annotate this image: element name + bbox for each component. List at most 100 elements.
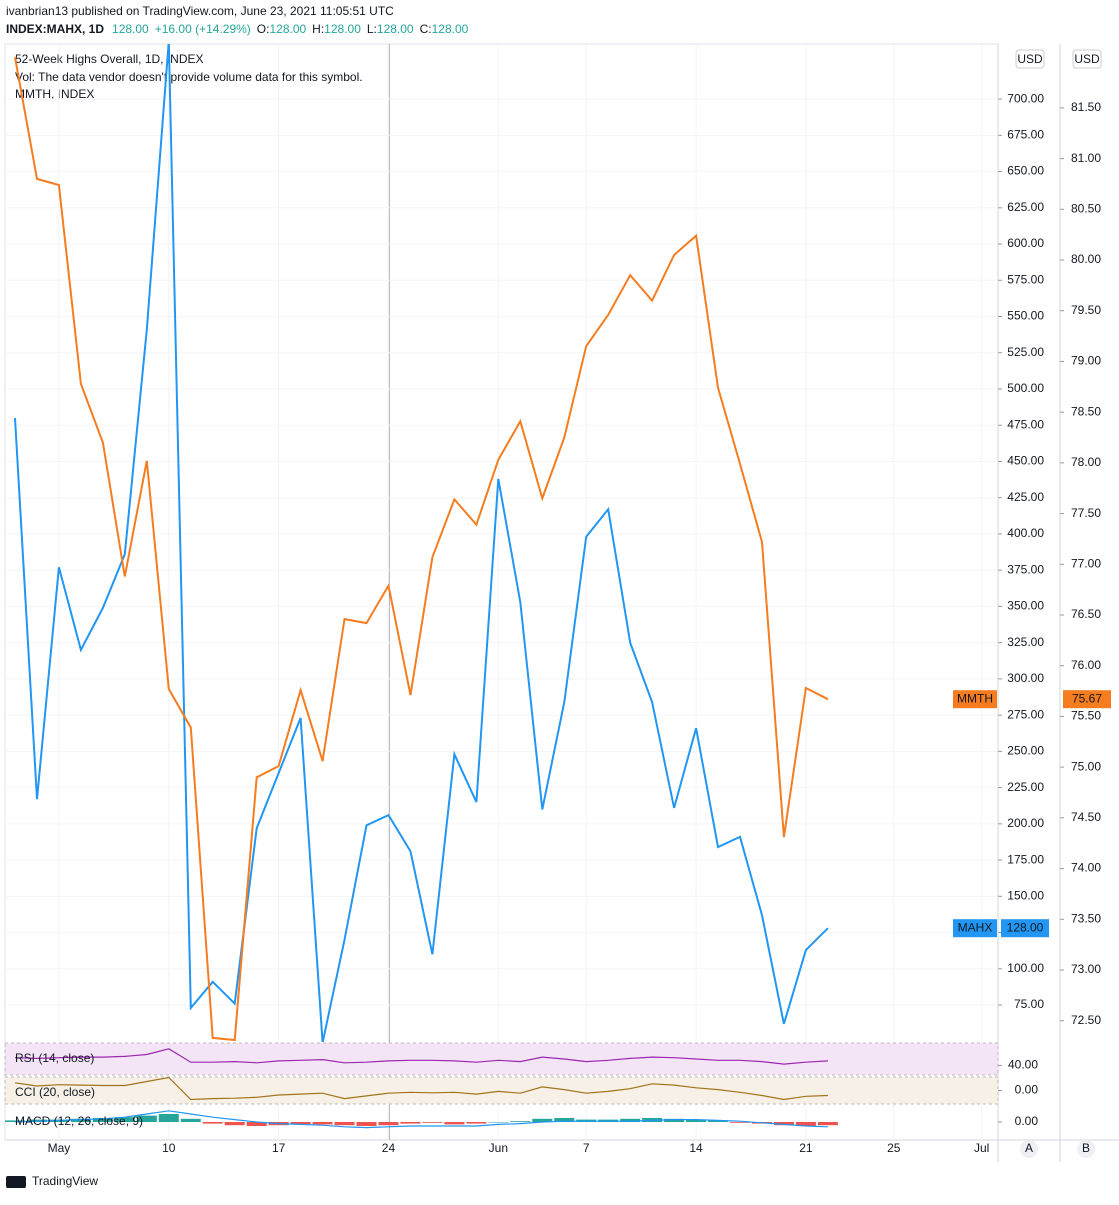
y-tick-label: 275.00 <box>1007 707 1044 721</box>
y2-tick-label: 80.50 <box>1071 201 1101 215</box>
scale-button-label: B <box>1082 1141 1090 1155</box>
price-tag-value-box <box>1001 919 1049 938</box>
indicator-line <box>14 1048 828 1065</box>
y-tick-label: 600.00 <box>1007 236 1044 250</box>
price-tag-value-box <box>1063 690 1111 709</box>
series-line <box>14 57 829 1042</box>
pane-tick-label: 0.00 <box>1015 1114 1039 1128</box>
symbol: INDEX:MAHX, 1D <box>6 22 104 36</box>
indicator-line <box>14 1110 828 1129</box>
ohlc-key: O: <box>257 22 270 36</box>
y2-tick-label: 72.50 <box>1071 1013 1101 1027</box>
y-tick-label: 150.00 <box>1007 888 1044 902</box>
scale-button[interactable] <box>1077 1140 1095 1158</box>
histogram-bar <box>224 1122 245 1126</box>
y-tick-label: 450.00 <box>1007 454 1044 468</box>
y2-tick-label: 77.00 <box>1071 556 1101 570</box>
histogram-bar <box>664 1118 685 1122</box>
price-tag-name: MMTH <box>957 691 993 705</box>
pane-bg <box>4 1042 999 1076</box>
y-tick-label: 250.00 <box>1007 744 1044 758</box>
y-tick-label: 650.00 <box>1007 164 1044 178</box>
histogram-bar <box>510 1121 531 1122</box>
histogram-bar <box>378 1122 399 1126</box>
y-tick-label: 475.00 <box>1007 417 1044 431</box>
legend-title: 52-Week Highs Overall, 1D, INDEX <box>15 52 204 66</box>
price-tag-name: MAHX <box>958 920 993 934</box>
series-line <box>14 44 829 1042</box>
ohlc-value: 128.00 <box>432 22 469 36</box>
y-tick-label: 100.00 <box>1007 961 1044 975</box>
y2-tick-label: 74.00 <box>1071 861 1101 875</box>
histogram-bar <box>180 1118 201 1122</box>
y-tick-label: 525.00 <box>1007 345 1044 359</box>
y-tick-label: 375.00 <box>1007 562 1044 576</box>
pane-title: MACD (12, 26, close, 9) <box>15 1114 143 1128</box>
symbol-line: INDEX:MAHX, 1D 128.00 +16.00 (+14.29%) O:12… <box>6 22 469 36</box>
unit-box <box>1072 49 1102 69</box>
pane-bg <box>4 1076 999 1105</box>
ohlc-value: 128.00 <box>269 22 306 36</box>
histogram-bar <box>795 1122 816 1126</box>
y-tick-label: 575.00 <box>1007 272 1044 286</box>
y2-tick-label: 79.50 <box>1071 303 1101 317</box>
histogram-bar <box>773 1122 794 1126</box>
y-tick-label: 425.00 <box>1007 490 1044 504</box>
histogram-bar <box>356 1122 377 1126</box>
x-tick-label: 7 <box>583 1141 590 1155</box>
ohlc-key: H: <box>312 22 324 36</box>
x-tick-label: Jul <box>974 1141 989 1155</box>
histogram-bar <box>334 1122 355 1126</box>
y2-unit: USD <box>1074 52 1100 66</box>
y2-tick-label: 78.50 <box>1071 404 1101 418</box>
y-tick-label: 325.00 <box>1007 635 1044 649</box>
y-tick-label: 675.00 <box>1007 127 1044 141</box>
plot <box>14 44 829 1042</box>
y2-tick-label: 77.50 <box>1071 506 1101 520</box>
pane-title: RSI (14, close) <box>15 1051 94 1065</box>
histogram-bar <box>730 1122 751 1123</box>
legend-overlay: MMTH, INDEX <box>15 87 94 101</box>
x-tick-label: 25 <box>887 1141 901 1155</box>
histogram-bar <box>488 1122 509 1123</box>
y2-tick-label: 81.00 <box>1071 151 1101 165</box>
pane-tick-label: 40.00 <box>1008 1058 1038 1072</box>
ohlc-key: C: <box>420 22 432 36</box>
pane-title: CCI (20, close) <box>15 1085 95 1099</box>
y2-tick-label: 75.50 <box>1071 709 1101 723</box>
y2-tick-label: 78.00 <box>1071 455 1101 469</box>
y2-tick-label: 80.00 <box>1071 252 1101 266</box>
y-tick-label: 625.00 <box>1007 200 1044 214</box>
logo <box>6 1176 26 1188</box>
x-tick-label: 24 <box>382 1141 396 1155</box>
y-tick-label: 700.00 <box>1007 91 1044 105</box>
histogram-bar <box>620 1118 641 1122</box>
publisher: ivanbrian13 published on TradingView.com… <box>6 4 394 18</box>
histogram-bar <box>554 1118 575 1122</box>
histogram-bar <box>5 1120 25 1122</box>
y-tick-label: 400.00 <box>1007 526 1044 540</box>
histogram-bar <box>290 1122 311 1125</box>
histogram-bar <box>708 1120 729 1122</box>
price-tag <box>953 919 997 938</box>
histogram-bar <box>312 1122 333 1125</box>
ohlc: O:128.00 H:128.00 L:128.00 C:128.00 <box>257 22 469 36</box>
y2-tick-label: 73.00 <box>1071 962 1101 976</box>
y2-tick-label: 74.50 <box>1071 810 1101 824</box>
y-tick-label: 200.00 <box>1007 816 1044 830</box>
legend-subtitle: Vol: The data vendor doesn't provide vol… <box>15 70 363 84</box>
price: 128.00 <box>112 22 149 36</box>
x-tick-label: 21 <box>799 1141 813 1155</box>
histogram-bar <box>114 1117 135 1122</box>
y-tick-label: 350.00 <box>1007 599 1044 613</box>
scale-button[interactable] <box>1020 1140 1038 1158</box>
scale-button-label: A <box>1025 1141 1033 1155</box>
histogram-bar <box>158 1114 179 1122</box>
histogram-bar <box>466 1122 487 1124</box>
histogram-bar <box>817 1122 838 1126</box>
histogram-bar <box>70 1118 91 1122</box>
histogram-bar <box>422 1122 443 1123</box>
histogram-bar <box>686 1119 707 1122</box>
